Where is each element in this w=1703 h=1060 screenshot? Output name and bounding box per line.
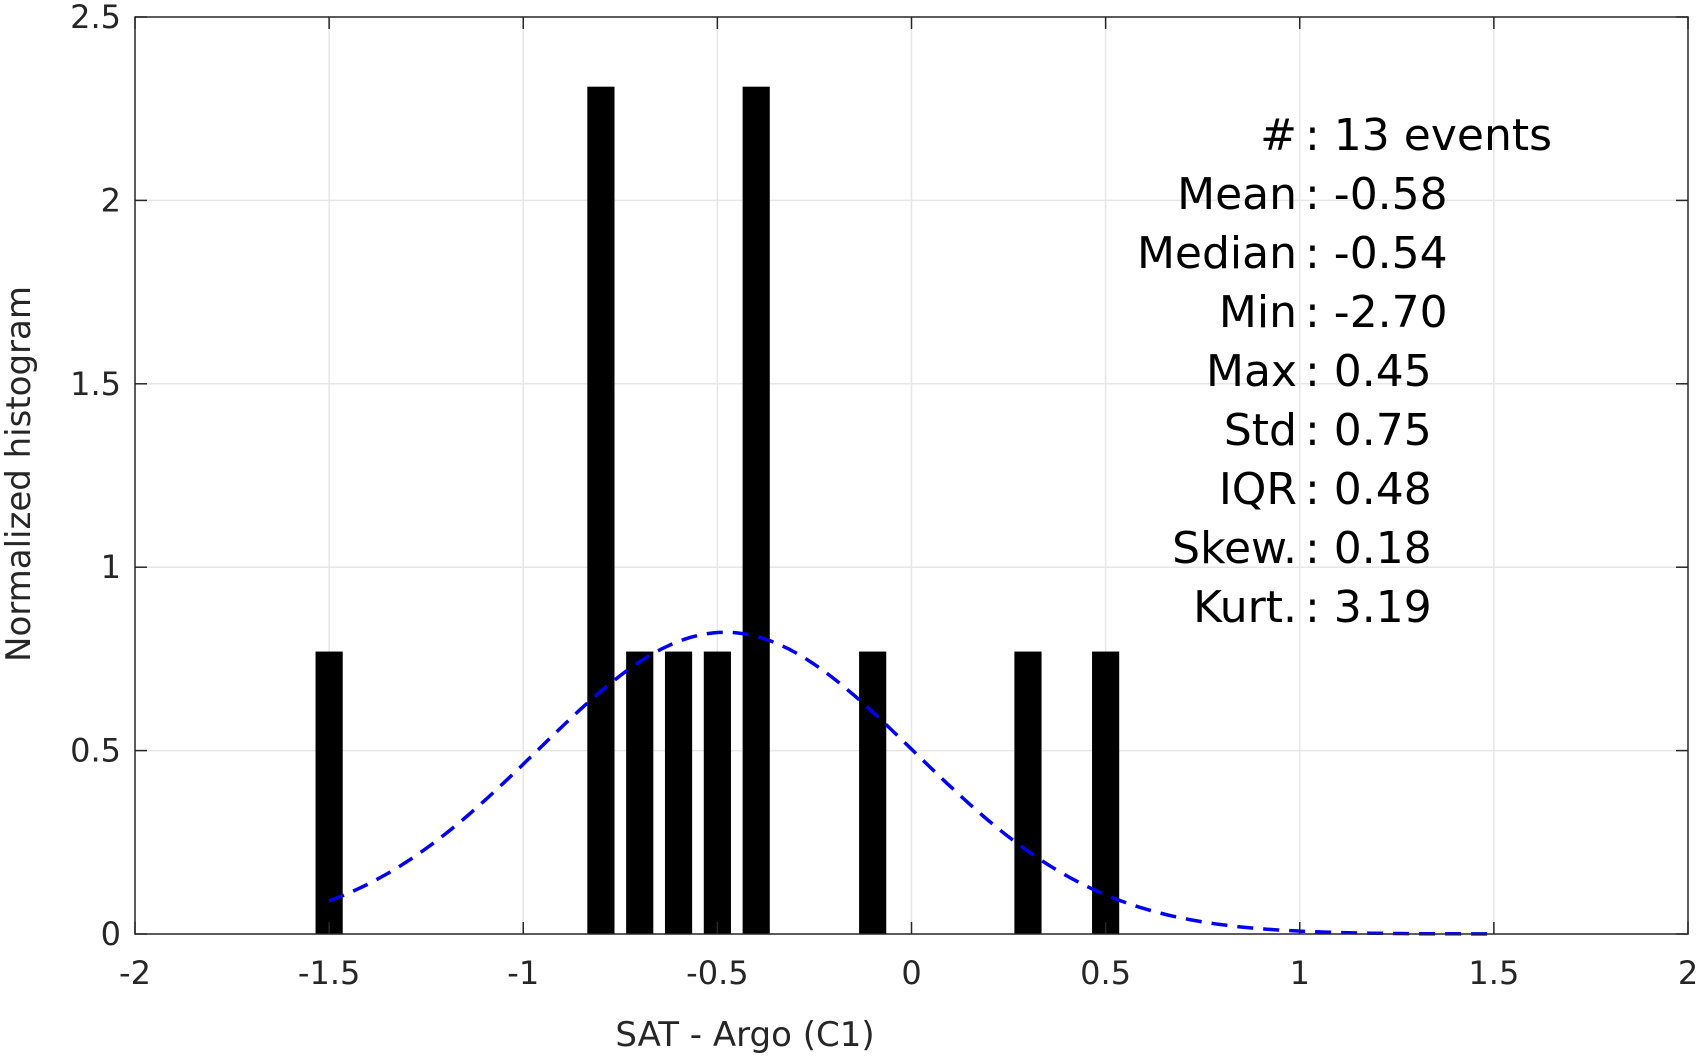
histogram-bar <box>664 651 693 934</box>
plot-axes <box>134 16 1689 935</box>
stat-value: : -2.70 <box>1305 287 1448 338</box>
histogram-bar <box>1092 651 1120 934</box>
y-tick-label: 0.5 <box>70 732 121 770</box>
histogram-bars <box>315 86 1120 934</box>
stat-value: : -0.54 <box>1305 228 1448 279</box>
histogram-bar <box>742 86 770 934</box>
stat-label: Median <box>1137 228 1297 279</box>
stat-label: Kurt. <box>1193 582 1297 633</box>
histogram-bar <box>703 651 731 934</box>
stat-value: : 13 events <box>1305 110 1552 161</box>
histogram-bar <box>626 651 654 934</box>
stat-value: : 3.19 <box>1305 582 1432 633</box>
y-tick-label: 0 <box>101 915 121 953</box>
stat-label: # <box>1260 110 1297 161</box>
x-tick-label: 0.5 <box>1080 954 1131 992</box>
x-tick-label: -2 <box>119 954 151 992</box>
histogram-bar <box>587 86 615 934</box>
stat-label: Min <box>1219 287 1297 338</box>
x-tick-label: -0.5 <box>686 954 748 992</box>
stat-label: Std <box>1224 405 1297 456</box>
x-tick-labels: -2 -1.5 -1 -0.5 0 0.5 1 1.5 2 <box>119 954 1698 992</box>
y-tick-label: 1 <box>101 548 121 586</box>
histogram-bar <box>315 651 343 934</box>
x-tick-label: 1 <box>1290 954 1310 992</box>
x-tick-label: -1.5 <box>298 954 360 992</box>
stat-label: Max <box>1206 346 1297 397</box>
stat-label: IQR <box>1219 464 1297 515</box>
stat-value: : 0.48 <box>1305 464 1432 515</box>
stat-label: Mean <box>1177 169 1297 220</box>
x-tick-label: -1 <box>507 954 539 992</box>
histogram-bar <box>859 651 887 934</box>
x-tick-label: 2 <box>1678 954 1698 992</box>
x-axis-label: SAT - Argo (C1) <box>615 1015 874 1055</box>
histogram-bar <box>1014 651 1042 934</box>
grid-lines <box>135 17 1688 934</box>
stat-label: Skew. <box>1172 523 1297 574</box>
stat-value: : -0.58 <box>1305 169 1448 220</box>
stat-value: : 0.18 <box>1305 523 1432 574</box>
y-tick-label: 2.5 <box>70 0 121 36</box>
y-axis-label: Normalized histogram <box>0 286 39 662</box>
y-tick-label: 1.5 <box>70 365 121 403</box>
y-tick-labels: 0 0.5 1 1.5 2 2.5 <box>70 0 121 953</box>
stat-value: : 0.75 <box>1305 405 1432 456</box>
x-tick-label: 1.5 <box>1468 954 1519 992</box>
stat-value: : 0.45 <box>1305 346 1432 397</box>
y-tick-label: 2 <box>101 181 121 219</box>
x-tick-label: 0 <box>901 954 921 992</box>
